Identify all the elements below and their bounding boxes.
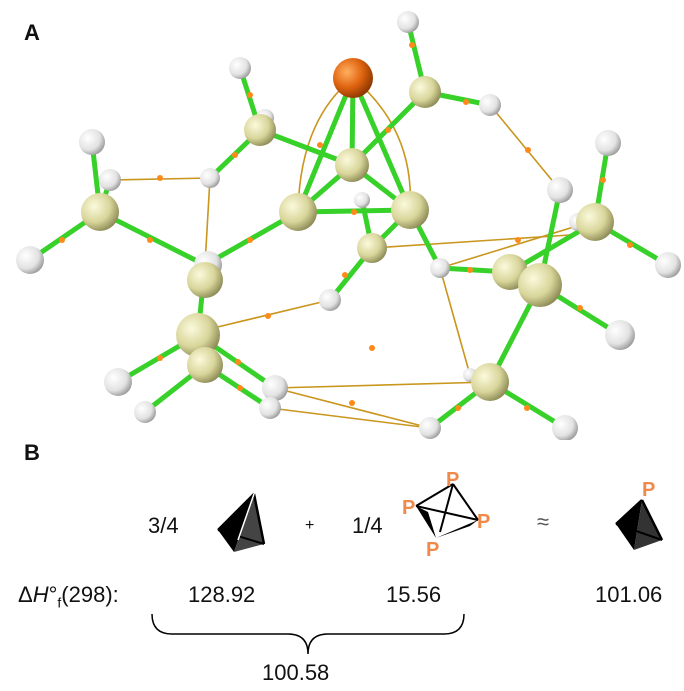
phosphatetrahedrane-icon: P bbox=[615, 479, 664, 550]
panel-label-a: A bbox=[24, 20, 40, 45]
coefficient-3-4: 3/4 bbox=[148, 513, 179, 538]
value-tetrahedrane: 128.92 bbox=[188, 582, 256, 607]
enthalpy-label: ΔH°f(298): bbox=[18, 582, 119, 611]
tetrahedrane-icon bbox=[217, 493, 266, 552]
p4-label-top: P bbox=[446, 470, 459, 491]
bond-paths bbox=[109, 77, 591, 429]
plus-sign: + bbox=[305, 517, 315, 534]
panel-label-b: B bbox=[24, 440, 40, 465]
value-sum: 100.58 bbox=[262, 660, 330, 685]
p4-label-right: P bbox=[477, 511, 490, 533]
p4-label-bottom: P bbox=[426, 539, 439, 561]
critical-points bbox=[59, 42, 633, 411]
value-phosphatetrahedrane: 101.06 bbox=[595, 582, 663, 607]
value-p4: 15.56 bbox=[386, 582, 442, 607]
p4-tetrahedron-icon: P P P P bbox=[402, 470, 490, 561]
p-label: P bbox=[642, 479, 655, 501]
molecule-3d-structure bbox=[16, 11, 681, 440]
phosphorus-atom bbox=[333, 58, 373, 98]
carbon-atoms bbox=[81, 76, 614, 401]
approx-sign: ≈ bbox=[537, 509, 550, 534]
sum-brace bbox=[151, 613, 465, 655]
coefficient-1-4: 1/4 bbox=[352, 513, 383, 538]
p4-label-left: P bbox=[402, 497, 415, 519]
